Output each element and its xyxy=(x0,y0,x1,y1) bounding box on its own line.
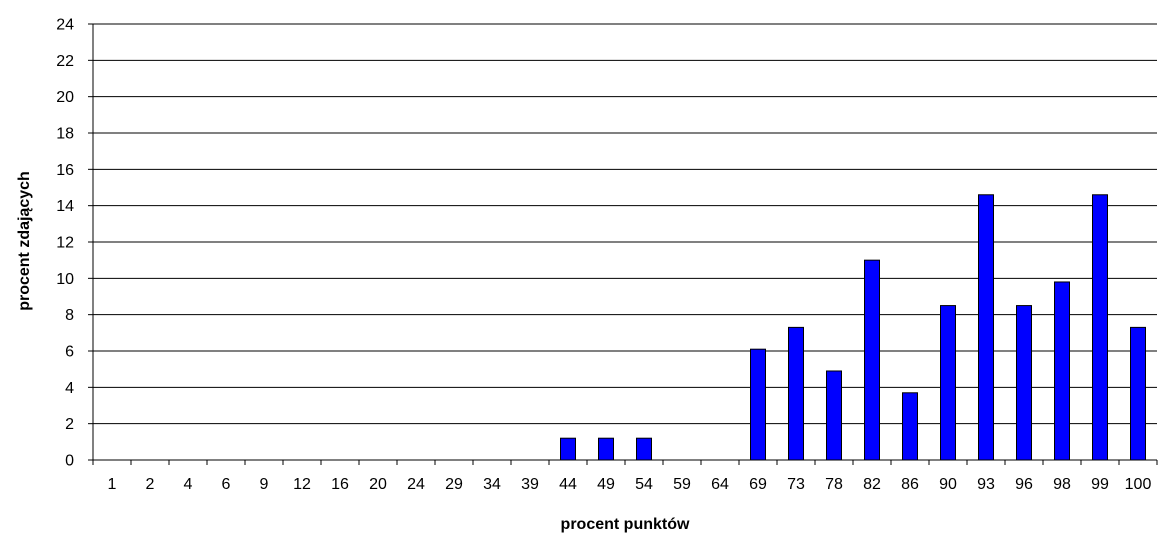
x-tick-label: 4 xyxy=(184,476,193,493)
y-tick-label: 6 xyxy=(65,344,74,361)
x-tick-label: 86 xyxy=(901,476,919,493)
x-tick-label: 98 xyxy=(1053,476,1071,493)
x-tick-label: 96 xyxy=(1015,476,1033,493)
x-tick-label: 69 xyxy=(749,476,767,493)
y-tick-label: 14 xyxy=(56,198,74,215)
x-tick-label: 78 xyxy=(825,476,843,493)
bar-86 xyxy=(902,392,918,461)
x-tick-label: 34 xyxy=(483,476,501,493)
bar-99 xyxy=(1092,194,1108,461)
x-tick-label: 54 xyxy=(635,476,653,493)
x-tick-label: 82 xyxy=(863,476,881,493)
y-tick-label: 20 xyxy=(56,89,74,106)
bars xyxy=(560,194,1146,461)
x-axis-title: procent punktów xyxy=(561,516,690,533)
y-tick-label: 18 xyxy=(56,126,74,143)
bar-96 xyxy=(1016,305,1032,461)
x-tick-label: 20 xyxy=(369,476,387,493)
x-tick-label: 99 xyxy=(1091,476,1109,493)
x-tick-label: 44 xyxy=(559,476,577,493)
x-tick-label: 1 xyxy=(108,476,117,493)
bar-69 xyxy=(750,348,766,461)
x-tick-labels: 1 2 4 6 9 12 16 20 24 29 34 39 44 49 54 59 64 69 73 78 82 86 9… xyxy=(108,476,1152,493)
x-tick-label: 49 xyxy=(597,476,615,493)
x-tick-label: 6 xyxy=(222,476,231,493)
bar-93 xyxy=(978,194,994,461)
x-tick-label: 90 xyxy=(939,476,957,493)
bar-54 xyxy=(636,437,652,461)
x-tick-label: 73 xyxy=(787,476,805,493)
y-tick-label: 2 xyxy=(65,416,74,433)
x-tick-label: 29 xyxy=(445,476,463,493)
y-axis-title: procent zdających xyxy=(16,171,33,311)
x-tick-label: 93 xyxy=(977,476,995,493)
x-tick-label: 16 xyxy=(331,476,349,493)
bar-44 xyxy=(560,437,576,461)
y-tick-label: 8 xyxy=(65,307,74,324)
bar-90 xyxy=(940,305,956,461)
bar-49 xyxy=(598,437,614,461)
x-tick-label: 9 xyxy=(260,476,269,493)
y-tick-label: 10 xyxy=(56,271,74,288)
x-tick-label: 100 xyxy=(1125,476,1152,493)
x-tick-label: 24 xyxy=(407,476,425,493)
y-tick-label: 12 xyxy=(56,235,74,252)
x-tick-label: 12 xyxy=(293,476,311,493)
bar-73 xyxy=(788,326,804,461)
bar-98 xyxy=(1054,281,1070,461)
x-tick-label: 39 xyxy=(521,476,539,493)
x-tick-label: 59 xyxy=(673,476,691,493)
gridlines xyxy=(93,23,1157,425)
y-tick-label: 4 xyxy=(65,380,74,397)
y-tick-label: 16 xyxy=(56,162,74,179)
x-tick-label: 2 xyxy=(146,476,155,493)
y-tick-label: 22 xyxy=(56,53,74,70)
x-tick-label: 64 xyxy=(711,476,729,493)
bar-82 xyxy=(864,259,880,461)
y-tick-label: 24 xyxy=(56,17,74,34)
axes xyxy=(88,23,1158,465)
bar-100 xyxy=(1130,326,1146,461)
y-tick-label: 0 xyxy=(65,453,74,470)
bar-78 xyxy=(826,370,842,461)
